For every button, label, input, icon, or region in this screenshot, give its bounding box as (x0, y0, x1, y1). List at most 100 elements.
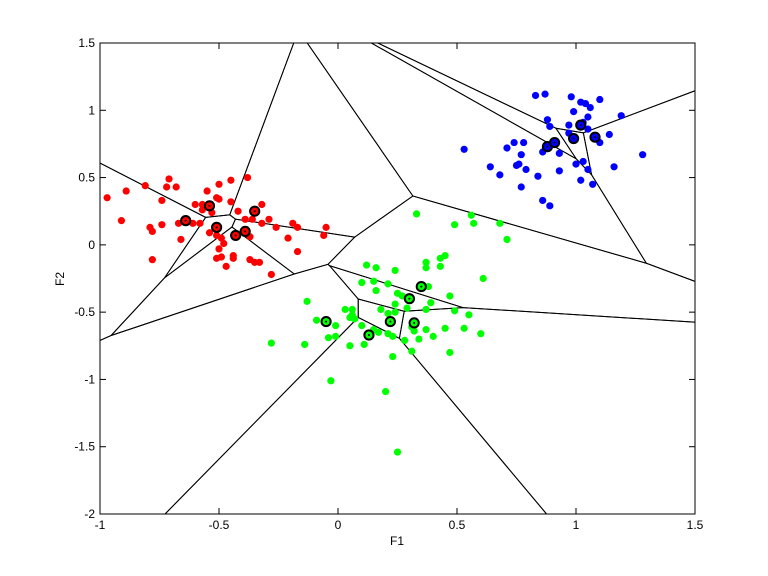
data-point (372, 264, 380, 272)
voronoi-edges (99, 42, 696, 515)
data-point (103, 194, 111, 202)
data-point (272, 223, 280, 231)
data-point (465, 311, 473, 319)
data-point (220, 239, 228, 248)
data-point (196, 219, 204, 227)
centroid-center (184, 219, 187, 222)
data-point (570, 108, 578, 116)
data-point (267, 339, 275, 347)
data-point (215, 180, 223, 188)
x-tick-label: 1.5 (687, 518, 704, 532)
centroid-center (572, 137, 575, 140)
data-point (215, 195, 223, 203)
data-point (446, 292, 454, 300)
data-point (581, 99, 590, 108)
x-axis-label: F1 (390, 534, 404, 548)
data-point (229, 254, 237, 262)
data-point (467, 211, 475, 219)
data-point (555, 149, 563, 157)
data-point (451, 221, 459, 229)
data-point (384, 280, 392, 288)
data-point (534, 172, 542, 180)
data-point (372, 287, 380, 295)
data-point (267, 270, 275, 279)
data-point (327, 377, 335, 385)
data-point (222, 262, 230, 270)
data-point (515, 160, 523, 168)
y-tick-label: -2 (84, 507, 95, 521)
y-axis-label: F2 (53, 272, 67, 286)
data-point (215, 245, 223, 253)
data-point (322, 223, 330, 231)
centroid-center (234, 234, 237, 237)
centroid-center (208, 204, 211, 207)
data-point (360, 340, 368, 349)
data-point (362, 261, 371, 269)
data-point (427, 299, 435, 307)
data-point (172, 183, 180, 191)
data-point (332, 322, 340, 330)
centroid-center (553, 141, 556, 144)
data-point (122, 187, 130, 195)
data-point (241, 215, 249, 223)
data-point (203, 187, 211, 195)
centroid-center (408, 297, 411, 300)
data-point (510, 138, 518, 147)
data-point (596, 95, 604, 104)
x-tick-label: 0 (335, 518, 342, 532)
voronoi-cell (110, 226, 296, 336)
data-point (393, 448, 402, 456)
data-point (522, 165, 530, 174)
data-point (496, 171, 504, 179)
y-tick-label: 1 (88, 103, 95, 117)
data-point (567, 93, 575, 101)
data-point (610, 163, 618, 171)
data-point (541, 90, 549, 98)
data-point (577, 176, 585, 184)
data-point (389, 332, 397, 340)
y-tick-label: -1.5 (74, 440, 95, 454)
centroid-center (413, 321, 416, 324)
voronoi-cell (327, 195, 696, 323)
voronoi-cell (582, 90, 696, 283)
data-point (346, 342, 354, 350)
data-point (436, 262, 444, 270)
data-point (401, 336, 409, 345)
data-point (370, 277, 378, 285)
data-point (293, 223, 302, 231)
data-point (227, 198, 235, 206)
data-point (503, 144, 511, 152)
voronoi-cell (398, 307, 696, 515)
y-tick-label: -1 (84, 372, 95, 386)
data-point (348, 305, 356, 314)
data-point (358, 322, 366, 330)
data-point (158, 221, 166, 229)
y-tick-label: 1.5 (78, 36, 95, 50)
voronoi-cell (231, 218, 356, 275)
data-point (496, 219, 504, 227)
data-point (460, 145, 468, 153)
data-point (639, 151, 647, 159)
data-point (565, 121, 573, 129)
data-point (389, 352, 397, 361)
data-point (243, 173, 252, 182)
centroid-center (244, 230, 247, 233)
data-point (324, 334, 333, 342)
data-point (486, 163, 494, 171)
data-point (605, 130, 613, 139)
data-point (312, 316, 321, 324)
data-point (517, 151, 525, 159)
data-point (408, 347, 416, 355)
data-point (517, 183, 525, 191)
data-point (227, 176, 235, 184)
voronoi-cell (99, 162, 207, 342)
data-point (403, 304, 411, 312)
data-point (429, 332, 437, 340)
data-point (251, 258, 259, 266)
centroid-center (579, 124, 582, 127)
data-point (441, 324, 449, 332)
voronoi-cell (306, 42, 648, 265)
data-point (382, 387, 390, 396)
data-point (117, 217, 126, 225)
data-point (177, 235, 185, 244)
